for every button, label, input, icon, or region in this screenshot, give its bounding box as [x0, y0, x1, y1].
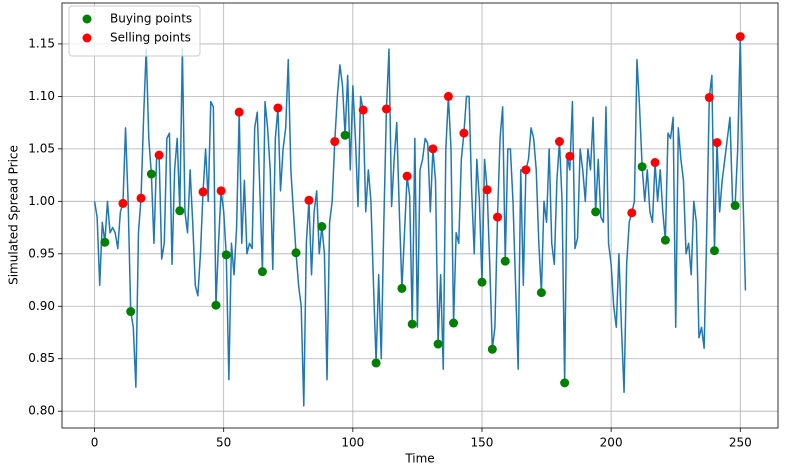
legend-label: Buying points: [110, 12, 192, 26]
x-tick-label: 150: [471, 436, 494, 450]
scatter-point: [291, 248, 301, 258]
legend-marker: [82, 14, 92, 24]
scatter-point: [560, 378, 570, 388]
scatter-point: [492, 212, 502, 222]
y-axis-label: Simulated Spread Price: [7, 145, 21, 285]
legend-marker: [82, 33, 92, 43]
scatter-point: [428, 144, 438, 154]
legend-label: Selling points: [110, 31, 191, 45]
scatter-point: [273, 103, 283, 113]
plot-frame: [61, 2, 779, 429]
y-tick-label: 1.15: [28, 36, 55, 50]
y-tick-label: 0.80: [28, 404, 55, 418]
scatter-point: [402, 171, 412, 181]
scatter-point: [216, 186, 226, 196]
x-axis-label: Time: [404, 452, 434, 466]
scatter-point: [627, 208, 637, 218]
x-tick-label: 200: [600, 436, 623, 450]
scatter-point: [536, 288, 546, 298]
scatter-point: [521, 165, 531, 175]
scatter-point: [477, 277, 487, 287]
scatter-point: [397, 283, 407, 293]
scatter-point: [175, 206, 185, 216]
scatter-point: [704, 92, 714, 102]
scatter-point: [358, 105, 368, 115]
scatter-point: [304, 195, 314, 205]
scatter-point: [407, 319, 417, 329]
scatter-point: [565, 151, 575, 161]
x-tick-label: 50: [216, 436, 231, 450]
scatter-point: [449, 318, 459, 328]
scatter-point: [317, 222, 327, 232]
scatter-point: [154, 150, 164, 160]
scatter-point: [712, 138, 722, 148]
x-tick-label: 0: [91, 436, 99, 450]
scatter-point: [433, 339, 443, 349]
scatter-point: [443, 91, 453, 101]
scatter-point: [554, 137, 564, 147]
y-tick-label: 0.85: [28, 351, 55, 365]
x-tick-label: 100: [341, 436, 364, 450]
scatter-point: [118, 198, 128, 208]
y-tick-label: 0.95: [28, 246, 55, 260]
scatter-point: [730, 201, 740, 211]
scatter-point: [660, 235, 670, 245]
scatter-point: [650, 158, 660, 168]
y-tick-label: 1.05: [28, 141, 55, 155]
y-tick-label: 0.90: [28, 299, 55, 313]
scatter-point: [591, 207, 601, 217]
y-tick-label: 1.10: [28, 89, 55, 103]
scatter-point: [211, 300, 221, 310]
scatter-point: [482, 185, 492, 195]
legend-box: [68, 5, 201, 57]
scatter-point: [136, 193, 146, 203]
scatter-point: [487, 344, 497, 354]
scatter-point: [234, 107, 244, 117]
scatter-point: [500, 256, 510, 266]
price-line: [93, 35, 747, 407]
scatter-point: [330, 137, 340, 147]
scatter-point: [126, 307, 136, 317]
scatter-point: [198, 187, 208, 197]
scatter-point: [381, 104, 391, 114]
scatter-point: [709, 246, 719, 256]
x-tick-label: 250: [729, 436, 752, 450]
scatter-point: [221, 250, 231, 260]
scatter-point: [459, 128, 469, 138]
scatter-point: [371, 358, 381, 368]
scatter-point: [100, 237, 110, 247]
scatter-point: [146, 169, 156, 179]
scatter-point: [637, 162, 647, 172]
scatter-point: [735, 32, 745, 42]
y-tick-label: 1.00: [28, 194, 55, 208]
scatter-point: [340, 130, 350, 140]
scatter-point: [257, 267, 267, 277]
